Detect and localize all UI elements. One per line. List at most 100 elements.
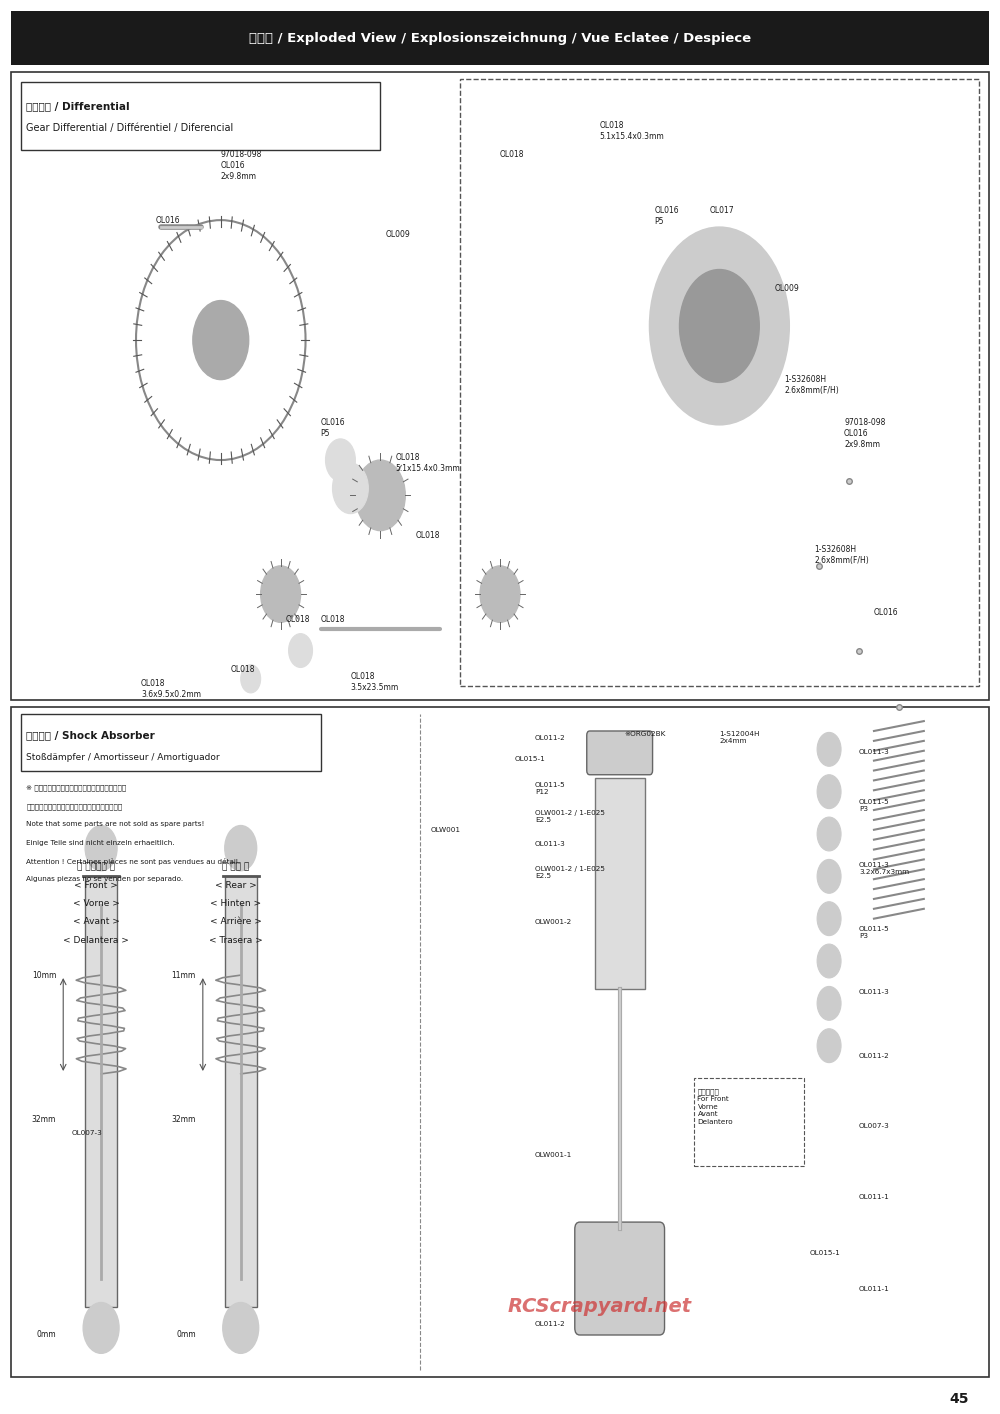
- Text: OL009: OL009: [774, 284, 799, 293]
- Circle shape: [289, 633, 313, 667]
- Text: Algunas piezas no se venden por separado.: Algunas piezas no se venden por separado…: [26, 877, 183, 882]
- Text: OL018: OL018: [286, 615, 310, 624]
- Text: OL015-1: OL015-1: [515, 756, 546, 762]
- Text: OL017: OL017: [709, 206, 734, 215]
- Text: フロント用
For Front
Vorne
Avant
Delantero: フロント用 For Front Vorne Avant Delantero: [697, 1087, 733, 1124]
- FancyBboxPatch shape: [225, 877, 257, 1307]
- FancyBboxPatch shape: [595, 778, 645, 990]
- Text: RCScrapyard.net: RCScrapyard.net: [508, 1297, 692, 1316]
- Circle shape: [817, 1029, 841, 1063]
- Text: OL011-3
3.2x6.7x3mm: OL011-3 3.2x6.7x3mm: [859, 863, 909, 875]
- Text: OL011-2: OL011-2: [535, 735, 566, 741]
- Text: デフギヤ / Differential: デフギヤ / Differential: [26, 100, 130, 110]
- Text: Einige Teile sind nicht einzeln erhaeltlich.: Einige Teile sind nicht einzeln erhaeltl…: [26, 840, 175, 846]
- Text: 11mm: 11mm: [172, 970, 196, 980]
- Text: Gear Differential / Différentiel / Diferencial: Gear Differential / Différentiel / Difer…: [26, 123, 234, 133]
- Text: OL018: OL018: [500, 150, 524, 158]
- Text: OL016
P5: OL016 P5: [655, 206, 679, 226]
- Text: OL011-5
P3: OL011-5 P3: [859, 926, 890, 939]
- Text: OL018: OL018: [415, 530, 440, 540]
- Circle shape: [817, 775, 841, 809]
- Circle shape: [817, 860, 841, 894]
- Text: OL018: OL018: [231, 665, 255, 673]
- Text: OLW001-2 / 1-E025
E2.5: OLW001-2 / 1-E025 E2.5: [535, 867, 605, 880]
- Text: OL016: OL016: [156, 216, 181, 225]
- Circle shape: [355, 460, 405, 530]
- Text: OL011-3: OL011-3: [859, 990, 890, 995]
- Circle shape: [261, 566, 301, 622]
- Circle shape: [817, 987, 841, 1021]
- Circle shape: [650, 228, 789, 424]
- Text: Stoßdämpfer / Amortisseur / Amortiguador: Stoßdämpfer / Amortisseur / Amortiguador: [26, 754, 220, 762]
- Text: OL016
P5: OL016 P5: [320, 417, 345, 438]
- Text: < Avant >: < Avant >: [73, 918, 120, 926]
- Text: OL011-2: OL011-2: [859, 1053, 890, 1059]
- Text: 97018-098
OL016
2x9.8mm: 97018-098 OL016 2x9.8mm: [844, 417, 885, 448]
- Text: Attention ! Certaines pièces ne sont pas vendues au détail.: Attention ! Certaines pièces ne sont pas…: [26, 858, 240, 865]
- Text: 10mm: 10mm: [32, 970, 56, 980]
- Circle shape: [817, 945, 841, 978]
- FancyBboxPatch shape: [575, 1222, 665, 1335]
- Text: Note that some parts are not sold as spare parts!: Note that some parts are not sold as spa…: [26, 822, 205, 827]
- Text: ＜ フロント ＞: ＜ フロント ＞: [77, 863, 115, 871]
- Text: 32mm: 32mm: [32, 1116, 56, 1124]
- Text: 32mm: 32mm: [171, 1116, 196, 1124]
- Text: 分解図 / Exploded View / Explosionszeichnung / Vue Eclatee / Despiece: 分解図 / Exploded View / Explosionszeichnun…: [249, 31, 751, 45]
- Text: OL011-1: OL011-1: [859, 1285, 890, 1291]
- Text: 97018-098
OL016
2x9.8mm: 97018-098 OL016 2x9.8mm: [221, 150, 262, 181]
- Text: 1-S12004H
2x4mm: 1-S12004H 2x4mm: [719, 731, 760, 744]
- Circle shape: [85, 826, 117, 871]
- Text: OL007-3: OL007-3: [71, 1130, 102, 1137]
- FancyBboxPatch shape: [11, 707, 989, 1377]
- Text: ※ 一部パーツ販売していないパーツがあります。: ※ 一部パーツ販売していないパーツがあります。: [26, 785, 127, 792]
- Circle shape: [679, 270, 759, 382]
- Text: ダンパー / Shock Absorber: ダンパー / Shock Absorber: [26, 730, 155, 740]
- Text: OL018
5.1x15.4x0.3mm: OL018 5.1x15.4x0.3mm: [600, 122, 664, 141]
- Text: < Front >: < Front >: [74, 881, 118, 889]
- Circle shape: [223, 1302, 259, 1353]
- Circle shape: [817, 732, 841, 766]
- Text: ＜ リヤ ＞: ＜ リヤ ＞: [222, 863, 249, 871]
- FancyBboxPatch shape: [694, 1077, 804, 1165]
- Text: 0mm: 0mm: [176, 1331, 196, 1339]
- Text: < Arrière >: < Arrière >: [210, 918, 262, 926]
- Circle shape: [817, 817, 841, 851]
- Text: OLW001-2: OLW001-2: [535, 919, 572, 925]
- FancyBboxPatch shape: [21, 82, 380, 150]
- FancyBboxPatch shape: [11, 72, 989, 700]
- Text: OL007-3: OL007-3: [859, 1123, 890, 1130]
- Circle shape: [225, 826, 257, 871]
- Circle shape: [83, 1302, 119, 1353]
- Text: OLW001-1: OLW001-1: [535, 1151, 572, 1158]
- Text: OL018
3.5x23.5mm: OL018 3.5x23.5mm: [350, 672, 399, 691]
- Text: OL011-3: OL011-3: [535, 841, 566, 847]
- Circle shape: [325, 438, 355, 481]
- Text: < Trasera >: < Trasera >: [209, 936, 263, 945]
- Circle shape: [480, 566, 520, 622]
- Text: OLW001-2 / 1-E025
E2.5: OLW001-2 / 1-E025 E2.5: [535, 810, 605, 823]
- Text: 1-S32608H
2.6x8mm(F/H): 1-S32608H 2.6x8mm(F/H): [814, 544, 869, 564]
- Text: OLW001: OLW001: [430, 827, 460, 833]
- Text: 0mm: 0mm: [37, 1331, 56, 1339]
- Circle shape: [332, 462, 368, 513]
- Text: その場合、代替パーツ品番が記入されています。: その場合、代替パーツ品番が記入されています。: [26, 803, 123, 810]
- Text: OL011-2: OL011-2: [535, 1321, 566, 1326]
- Text: OL011-1: OL011-1: [859, 1193, 890, 1200]
- Text: OL018: OL018: [320, 615, 345, 624]
- FancyBboxPatch shape: [85, 877, 117, 1307]
- FancyBboxPatch shape: [21, 714, 320, 771]
- Text: OL015-1: OL015-1: [809, 1250, 840, 1256]
- Text: < Delantera >: < Delantera >: [63, 936, 129, 945]
- FancyBboxPatch shape: [587, 731, 653, 775]
- Text: < Rear >: < Rear >: [215, 881, 257, 889]
- Text: OL011-3: OL011-3: [859, 749, 890, 755]
- Text: OL011-5
P12: OL011-5 P12: [535, 782, 566, 795]
- FancyBboxPatch shape: [11, 11, 989, 65]
- Circle shape: [817, 902, 841, 936]
- Text: 45: 45: [949, 1391, 969, 1406]
- Text: < Hinten >: < Hinten >: [210, 899, 261, 908]
- Text: < Vorne >: < Vorne >: [73, 899, 120, 908]
- Circle shape: [241, 665, 261, 693]
- Text: OL009: OL009: [385, 230, 410, 239]
- Text: OL018
3.6x9.5x0.2mm: OL018 3.6x9.5x0.2mm: [141, 679, 201, 699]
